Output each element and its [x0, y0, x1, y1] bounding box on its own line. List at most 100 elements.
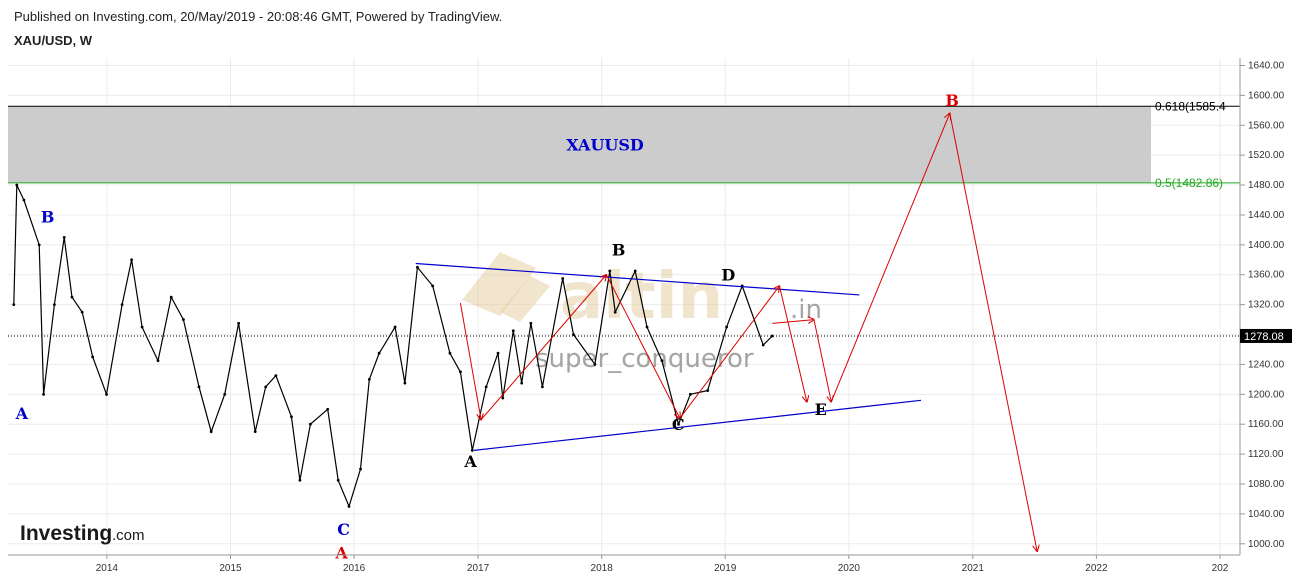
x-tick-label: 2022	[1085, 563, 1108, 574]
price-point	[470, 448, 474, 452]
price-point	[156, 359, 160, 363]
price-point	[403, 381, 407, 385]
price-point	[660, 359, 664, 363]
price-point	[37, 243, 41, 247]
projection-arrow	[813, 319, 831, 402]
price-point	[459, 370, 462, 374]
price-point	[62, 235, 66, 239]
x-axis: 2014 2015 2016 2017 2018 2019 2020 2021 2022 202	[8, 554, 1240, 574]
trendline-upper	[415, 262, 860, 296]
price-point	[237, 321, 241, 325]
price-point	[130, 258, 134, 262]
wave-label: D	[721, 266, 735, 285]
price-point	[169, 295, 173, 299]
price-point	[22, 198, 26, 202]
x-tick-label: 202	[1212, 563, 1229, 574]
trendline-lower	[473, 399, 922, 451]
price-point	[496, 351, 500, 355]
price-point	[80, 310, 84, 314]
wave-label: B	[41, 207, 55, 226]
price-point	[484, 385, 488, 389]
price-point	[572, 333, 575, 336]
price-point	[347, 505, 351, 508]
zone-label: XAUUSD	[566, 136, 644, 155]
price-point	[520, 381, 524, 385]
price-point	[326, 407, 330, 411]
price-point	[359, 467, 362, 471]
wave-label: A	[463, 452, 477, 471]
price-point	[608, 269, 612, 273]
price-point	[613, 310, 617, 314]
projection-arrow	[480, 275, 606, 421]
price-point	[298, 478, 302, 482]
x-tick-label: 2019	[714, 563, 737, 574]
published-info: Published on Investing.com, 20/May/2019 …	[14, 9, 503, 24]
current-price-label: 1278.08	[1244, 331, 1284, 343]
y-tick-label: 1640.00	[1248, 60, 1285, 71]
price-point	[223, 392, 227, 396]
projection-arrow	[949, 113, 1037, 551]
trendlines	[415, 262, 922, 451]
price-point	[501, 396, 505, 400]
y-tick-label: 1080.00	[1248, 479, 1285, 490]
x-tick-label: 2016	[343, 563, 366, 574]
price-point	[105, 392, 108, 396]
projection-arrow	[679, 286, 780, 419]
price-point	[182, 318, 185, 321]
projection-arrow	[830, 113, 950, 402]
wave-label: A	[15, 404, 29, 423]
price-point	[593, 363, 597, 366]
projection-arrow	[772, 320, 814, 324]
x-tick-label: 2018	[591, 563, 614, 574]
price-point	[290, 415, 293, 419]
price-point	[140, 325, 144, 329]
y-tick-label: 1000.00	[1248, 539, 1285, 550]
fib-label: 0.618(1585.4	[1155, 99, 1226, 113]
price-point	[274, 374, 278, 378]
logo-suffix: .com	[112, 527, 145, 544]
y-tick-label: 1120.00	[1248, 449, 1284, 460]
price-point	[70, 295, 74, 299]
price-point	[561, 277, 565, 280]
symbol-title: XAU/USD, W	[14, 33, 92, 48]
watermark-brand: altin	[560, 260, 723, 334]
price-point	[511, 329, 515, 333]
y-tick-label: 1480.00	[1248, 180, 1285, 191]
price-point	[377, 351, 381, 355]
y-tick-label: 1240.00	[1248, 359, 1285, 370]
price-point	[264, 385, 268, 389]
x-tick-label: 2014	[96, 563, 119, 574]
price-point	[725, 325, 729, 329]
investing-logo: Investing .com	[20, 522, 145, 545]
price-point	[91, 355, 95, 359]
y-tick-label: 1440.00	[1248, 210, 1285, 221]
y-axis: 1640.00 1600.00 1560.00 1520.00 1480.00 1440.…	[1239, 58, 1285, 555]
price-point	[309, 422, 312, 426]
y-tick-label: 1400.00	[1248, 240, 1285, 251]
price-point	[770, 334, 774, 338]
wave-label: B	[612, 240, 626, 259]
wave-label: C	[672, 415, 685, 434]
price-point	[42, 392, 45, 396]
fib-label: 0.5(1482.86)	[1155, 176, 1223, 190]
price-point	[448, 351, 452, 355]
x-tick-label: 2020	[838, 563, 861, 574]
x-tick-label: 2017	[467, 563, 490, 574]
price-point	[197, 385, 201, 389]
price-series	[12, 183, 774, 509]
y-tick-label: 1160.00	[1248, 419, 1284, 430]
wave-label: B	[945, 91, 959, 110]
price-point	[645, 325, 649, 329]
price-point	[336, 478, 340, 482]
price-point	[15, 183, 19, 187]
price-point	[393, 325, 397, 329]
price-point	[209, 430, 213, 434]
price-point	[52, 303, 56, 307]
wave-label: A	[334, 544, 348, 563]
y-tick-label: 1600.00	[1248, 90, 1285, 101]
altin-logo-shape	[500, 276, 550, 322]
price-point	[253, 430, 257, 434]
current-price-badge: 1278.08	[1240, 328, 1292, 343]
